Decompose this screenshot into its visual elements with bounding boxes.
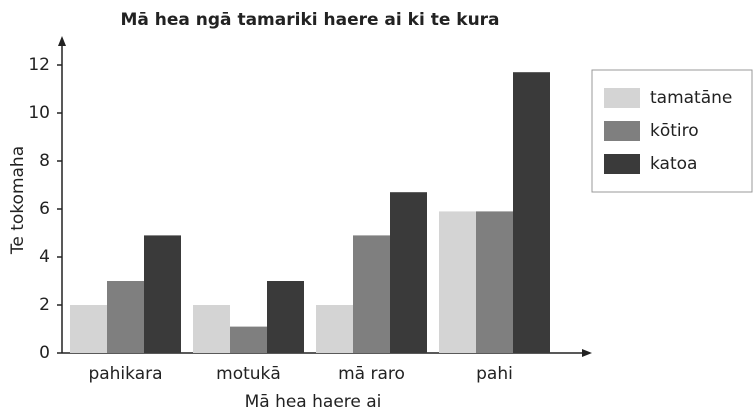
bar [230,326,267,353]
legend-swatch [604,121,640,141]
bar [144,235,181,353]
bar [390,192,427,353]
bar [193,305,230,353]
y-tick-label: 2 [39,295,50,315]
y-tick-label: 10 [28,103,50,123]
legend-swatch [604,88,640,108]
y-axis-label: Te tokomaha [8,146,28,255]
chart-title: Mā hea ngā tamariki haere ai ki te kura [120,10,499,30]
bar [476,211,513,353]
y-tick-label: 4 [39,247,50,267]
x-tick-label: pahikara [88,364,162,384]
bar [316,305,353,353]
x-tick-label: pahi [476,364,513,384]
bar [439,211,476,353]
bar [70,305,107,353]
bar [267,281,304,353]
y-tick-label: 8 [39,151,50,171]
legend-label: katoa [650,154,697,174]
x-axis-arrow [582,349,592,357]
x-axis-label: Mā hea haere ai [245,392,382,412]
legend-label: kōtiro [650,121,699,141]
y-tick-label: 6 [39,199,50,219]
x-tick-label: motukā [216,364,281,384]
x-tick-label: mā raro [338,364,405,384]
bar [107,281,144,353]
y-tick-label: 0 [39,343,50,363]
y-axis-arrow [58,36,66,46]
bar [353,235,390,353]
legend-swatch [604,154,640,174]
legend-label: tamatāne [650,88,732,108]
bar [513,72,550,353]
y-tick-label: 12 [28,55,50,75]
